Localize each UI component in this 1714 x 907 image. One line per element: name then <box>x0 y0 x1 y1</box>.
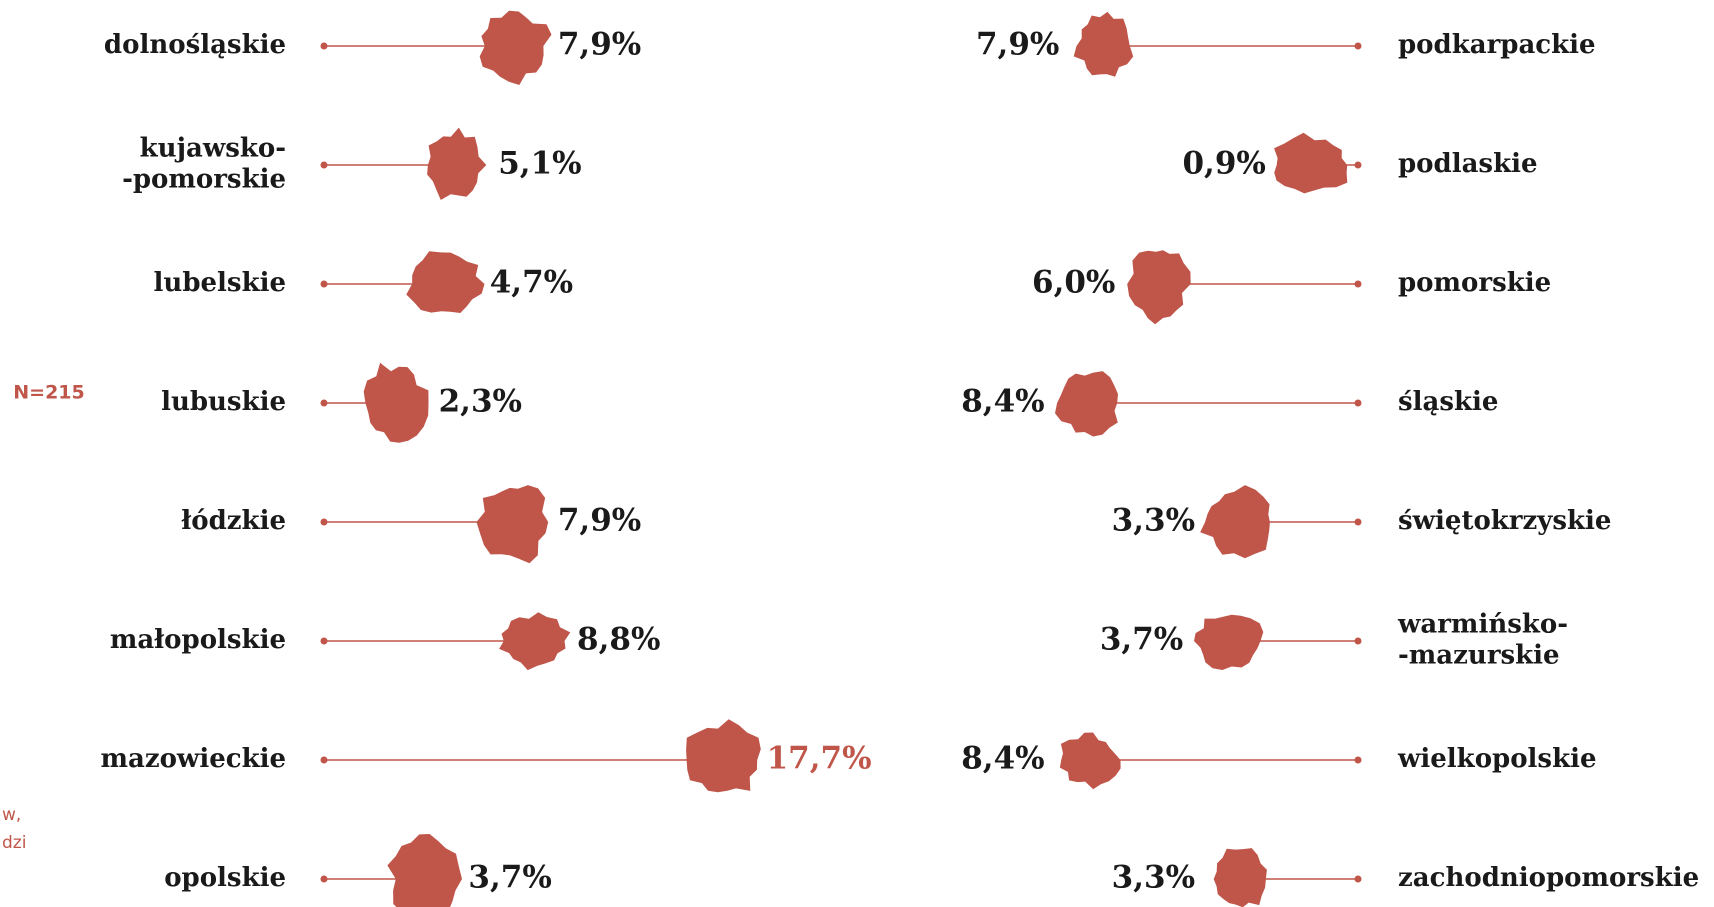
value-label: 4,7% <box>490 265 573 301</box>
region-shape <box>1213 848 1267 907</box>
category-label: lubuskie <box>161 387 286 417</box>
region-shape <box>1274 132 1348 194</box>
lollipop-dot <box>1354 756 1362 764</box>
category-label: śląskie <box>1398 387 1498 417</box>
category-label: opolskie <box>164 863 286 893</box>
category-label: zachodniopomorskie <box>1398 863 1699 893</box>
region-shape <box>1194 614 1264 670</box>
value-label: 8,4% <box>961 384 1044 420</box>
region-shape <box>1055 371 1118 437</box>
lollipop-dot <box>1354 42 1362 50</box>
region-shape <box>1127 250 1191 325</box>
value-label: 3,3% <box>1112 860 1195 896</box>
value-label: 8,4% <box>961 741 1044 777</box>
region-shape <box>479 10 552 86</box>
region-shape <box>476 485 549 564</box>
category-label: kujawsko--pomorskie <box>122 133 286 194</box>
region-shape <box>1200 485 1270 559</box>
category-label: łódzkie <box>181 506 286 536</box>
lollipop-dot <box>320 875 328 883</box>
lollipop-dot <box>320 518 328 526</box>
region-shape <box>499 612 571 671</box>
value-label: 7,9% <box>976 27 1059 63</box>
region-shape <box>406 251 485 313</box>
category-label: wielkopolskie <box>1397 744 1597 774</box>
region-shape <box>1059 732 1121 790</box>
lollipop-dot <box>320 161 328 169</box>
value-label: 3,7% <box>468 860 551 896</box>
region-shape <box>1073 11 1134 77</box>
category-label: podkarpackie <box>1398 30 1596 60</box>
value-label: 17,7% <box>767 741 872 777</box>
value-label: 6,0% <box>1032 265 1115 301</box>
category-label: dolnośląskie <box>104 30 286 60</box>
lollipop-dot <box>1354 161 1362 169</box>
value-label: 7,9% <box>558 27 641 63</box>
category-label: mazowieckie <box>100 744 286 774</box>
lollipop-dot <box>320 637 328 645</box>
category-label: pomorskie <box>1398 268 1551 298</box>
lollipop-dot <box>320 399 328 407</box>
lollipop-dot <box>1354 875 1362 883</box>
category-label: świętokrzyskie <box>1398 506 1611 536</box>
lollipop-dot <box>1354 637 1362 645</box>
region-shape <box>427 127 487 200</box>
lollipop-dot <box>320 42 328 50</box>
value-label: 5,1% <box>498 146 581 182</box>
category-label: lubelskie <box>154 268 286 298</box>
lollipop-dot <box>1354 280 1362 288</box>
value-label: 7,9% <box>558 503 641 539</box>
lollipop-dot <box>1354 518 1362 526</box>
region-shape <box>363 362 429 443</box>
lollipop-dot <box>320 756 328 764</box>
note-fragment: w, <box>2 805 21 825</box>
sample-size: N=215 <box>13 382 84 404</box>
value-label: 3,7% <box>1100 622 1183 658</box>
note-fragment: dzi <box>2 833 26 853</box>
lollipop-dot <box>320 280 328 288</box>
region-shape <box>686 719 761 793</box>
region-shape <box>387 834 462 907</box>
value-label: 0,9% <box>1182 146 1265 182</box>
category-label: małopolskie <box>110 625 286 655</box>
value-label: 3,3% <box>1112 503 1195 539</box>
category-label: warmińsko--mazurskie <box>1397 609 1568 670</box>
value-label: 8,8% <box>577 622 660 658</box>
lollipop-dot <box>1354 399 1362 407</box>
value-label: 2,3% <box>439 384 522 420</box>
category-label: podlaskie <box>1398 149 1538 179</box>
